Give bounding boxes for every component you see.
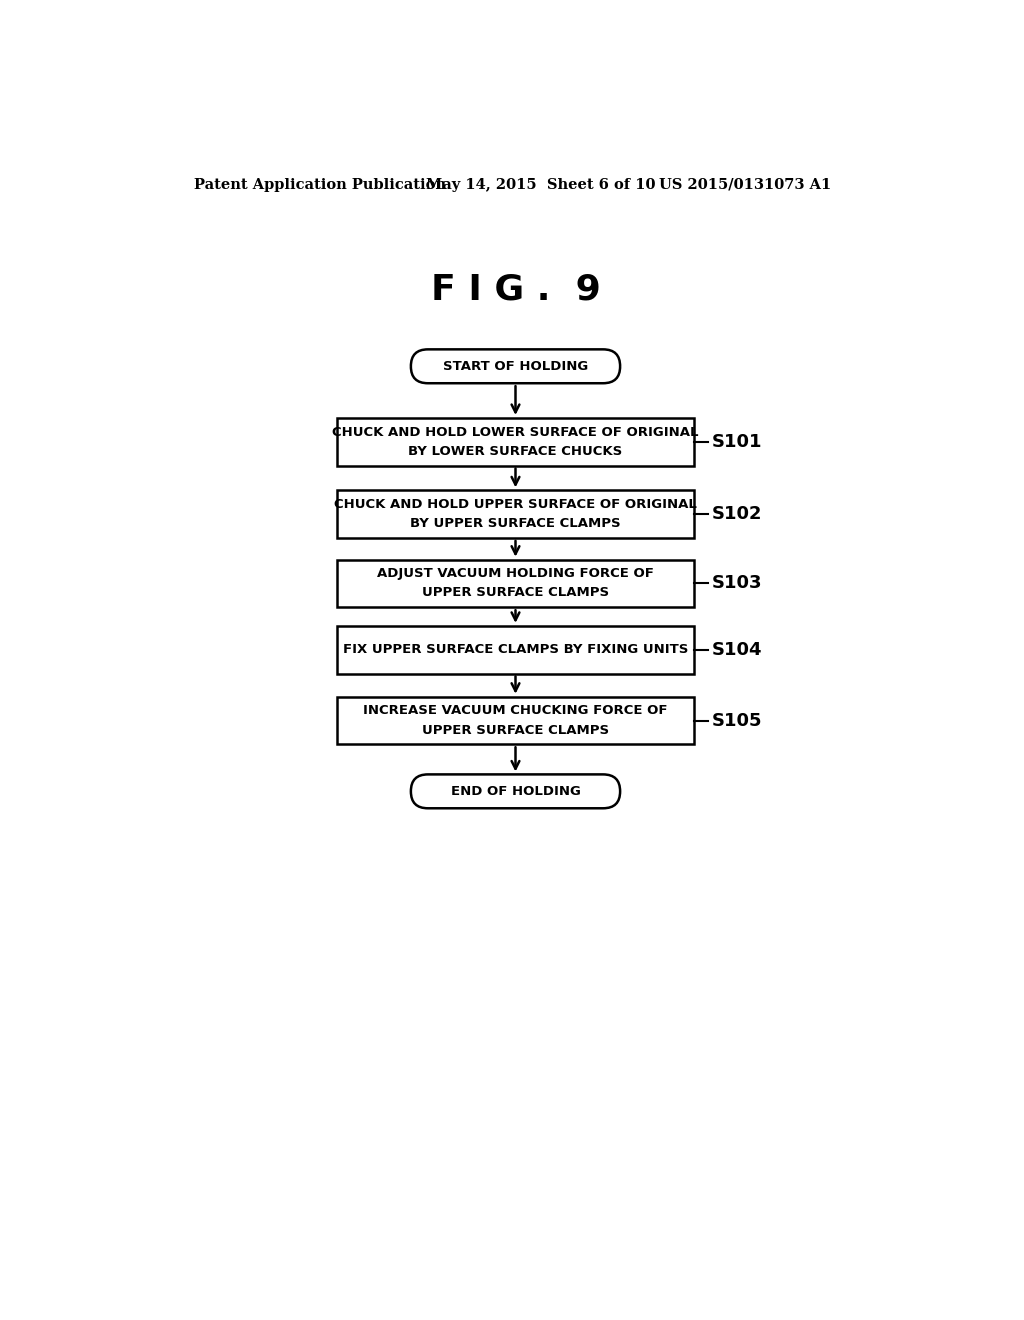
Text: START OF HOLDING: START OF HOLDING (442, 360, 588, 372)
Bar (337, 626, 693, 673)
Text: S103: S103 (712, 574, 762, 593)
Text: CHUCK AND HOLD LOWER SURFACE OF ORIGINAL
BY LOWER SURFACE CHUCKS: CHUCK AND HOLD LOWER SURFACE OF ORIGINAL… (332, 426, 698, 458)
Bar (337, 697, 693, 744)
Text: INCREASE VACUUM CHUCKING FORCE OF
UPPER SURFACE CLAMPS: INCREASE VACUUM CHUCKING FORCE OF UPPER … (364, 705, 668, 737)
FancyBboxPatch shape (411, 350, 621, 383)
Text: S104: S104 (712, 640, 762, 659)
Text: END OF HOLDING: END OF HOLDING (451, 785, 581, 797)
Text: ADJUST VACUUM HOLDING FORCE OF
UPPER SURFACE CLAMPS: ADJUST VACUUM HOLDING FORCE OF UPPER SUR… (377, 568, 654, 599)
FancyBboxPatch shape (411, 775, 621, 808)
Bar (337, 490, 693, 539)
Text: US 2015/0131073 A1: US 2015/0131073 A1 (658, 178, 831, 191)
Text: May 14, 2015  Sheet 6 of 10: May 14, 2015 Sheet 6 of 10 (426, 178, 656, 191)
Text: S102: S102 (712, 506, 762, 523)
Text: CHUCK AND HOLD UPPER SURFACE OF ORIGINAL
BY UPPER SURFACE CLAMPS: CHUCK AND HOLD UPPER SURFACE OF ORIGINAL… (334, 498, 697, 531)
Bar (337, 560, 693, 607)
Text: FIX UPPER SURFACE CLAMPS BY FIXING UNITS: FIX UPPER SURFACE CLAMPS BY FIXING UNITS (343, 643, 688, 656)
Text: Patent Application Publication: Patent Application Publication (194, 178, 445, 191)
Bar (337, 418, 693, 466)
Text: S101: S101 (712, 433, 762, 450)
Text: S105: S105 (712, 711, 762, 730)
Text: F I G .  9: F I G . 9 (430, 272, 600, 306)
